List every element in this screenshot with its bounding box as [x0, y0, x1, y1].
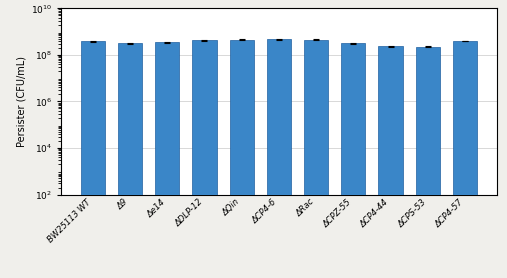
Bar: [416, 47, 440, 278]
Bar: [378, 46, 403, 278]
Bar: [81, 41, 105, 278]
Bar: [230, 40, 254, 278]
Y-axis label: Persister (CFU/mL): Persister (CFU/mL): [17, 56, 26, 147]
Bar: [304, 40, 328, 278]
Bar: [155, 42, 179, 278]
Bar: [267, 39, 291, 278]
Bar: [453, 41, 477, 278]
Bar: [192, 40, 216, 278]
Bar: [118, 43, 142, 278]
Bar: [341, 43, 366, 278]
